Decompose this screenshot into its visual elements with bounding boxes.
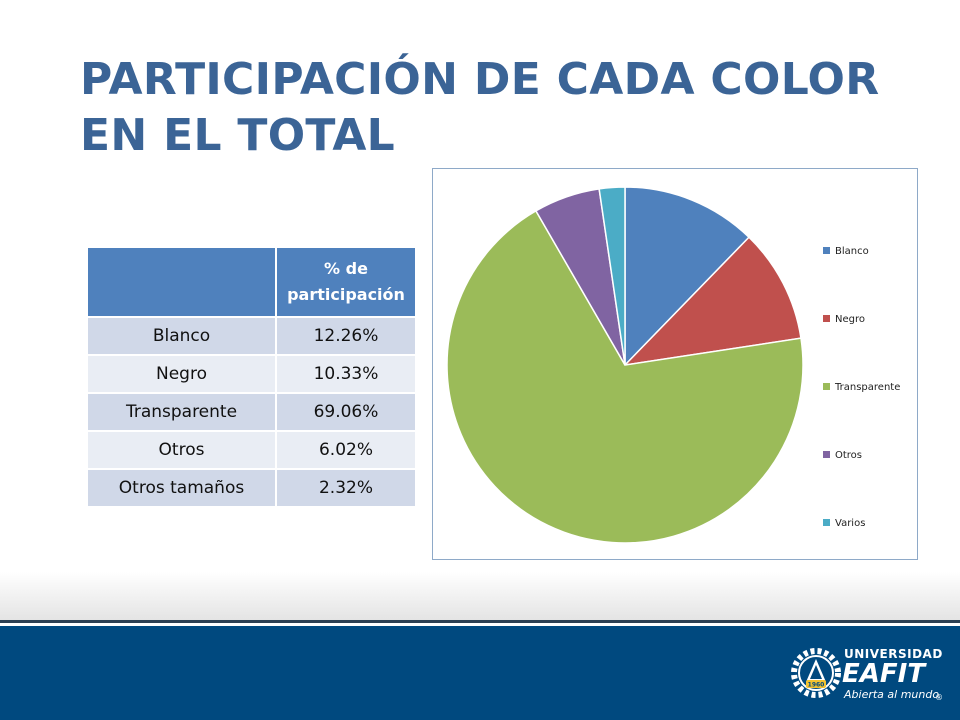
logo-tagline: Abierta al mundo xyxy=(843,688,939,701)
slide-title: PARTICIPACIÓN DE CADA COLOR EN EL TOTAL xyxy=(80,52,920,164)
legend-swatch xyxy=(823,383,830,390)
logo-line-1: UNIVERSIDAD xyxy=(844,647,943,661)
table-header-blank xyxy=(88,248,277,316)
table-header-percent: % de participación xyxy=(277,248,415,316)
footer-divider xyxy=(0,620,960,623)
legend-label: Negro xyxy=(835,314,865,325)
row-value: 2.32% xyxy=(277,468,415,506)
row-label: Blanco xyxy=(88,316,277,354)
logo-registered-mark: ® xyxy=(935,693,943,702)
row-value: 10.33% xyxy=(277,354,415,392)
row-value: 12.26% xyxy=(277,316,415,354)
legend-swatch xyxy=(823,315,830,322)
legend-entry-transparente: Transparente xyxy=(823,382,900,393)
pie-slice-transparente xyxy=(446,209,804,544)
pie-slice-blanco xyxy=(624,186,751,367)
participation-table: % de participación Blanco 12.26% Negro 1… xyxy=(88,248,415,506)
legend-swatch xyxy=(823,451,830,458)
table-row: Otros 6.02% xyxy=(88,430,415,468)
eafit-logo: 1960 UNIVERSIDAD EAFIT Abierta al mundo … xyxy=(791,647,943,702)
pie-chart: Blanco Negro Transparente Otros Varios xyxy=(446,186,900,544)
legend-label: Blanco xyxy=(835,246,869,257)
table-row: Negro 10.33% xyxy=(88,354,415,392)
row-label: Negro xyxy=(88,354,277,392)
logo-line-2: EAFIT xyxy=(842,659,927,689)
pie-slice-varios xyxy=(598,186,626,366)
legend-entry-varios: Varios xyxy=(823,518,865,529)
footer-fade xyxy=(0,572,960,622)
gear-seal-icon: 1960 xyxy=(791,648,841,698)
row-label: Otros tamaños xyxy=(88,468,277,506)
pie-slice-negro xyxy=(622,236,802,367)
legend-entry-blanco: Blanco xyxy=(823,246,869,257)
logo-year: 1960 xyxy=(808,682,825,689)
row-value: 6.02% xyxy=(277,430,415,468)
legend-label: Transparente xyxy=(834,382,900,393)
table-row: Otros tamaños 2.32% xyxy=(88,468,415,506)
legend-label: Varios xyxy=(835,518,865,529)
row-value: 69.06% xyxy=(277,392,415,430)
legend-swatch xyxy=(823,519,830,526)
title-line-1: PARTICIPACIÓN DE CADA COLOR xyxy=(80,54,880,105)
table-header-row: % de participación xyxy=(88,248,415,316)
table-row: Transparente 69.06% xyxy=(88,392,415,430)
legend-swatch xyxy=(823,247,830,254)
legend-entry-otros: Otros xyxy=(823,450,862,461)
table-row: Blanco 12.26% xyxy=(88,316,415,354)
row-label: Otros xyxy=(88,430,277,468)
pie-chart-frame: Blanco Negro Transparente Otros Varios xyxy=(432,168,918,560)
legend-label: Otros xyxy=(835,450,862,461)
row-label: Transparente xyxy=(88,392,277,430)
legend-entry-negro: Negro xyxy=(823,314,865,325)
title-line-2: EN EL TOTAL xyxy=(80,110,396,161)
